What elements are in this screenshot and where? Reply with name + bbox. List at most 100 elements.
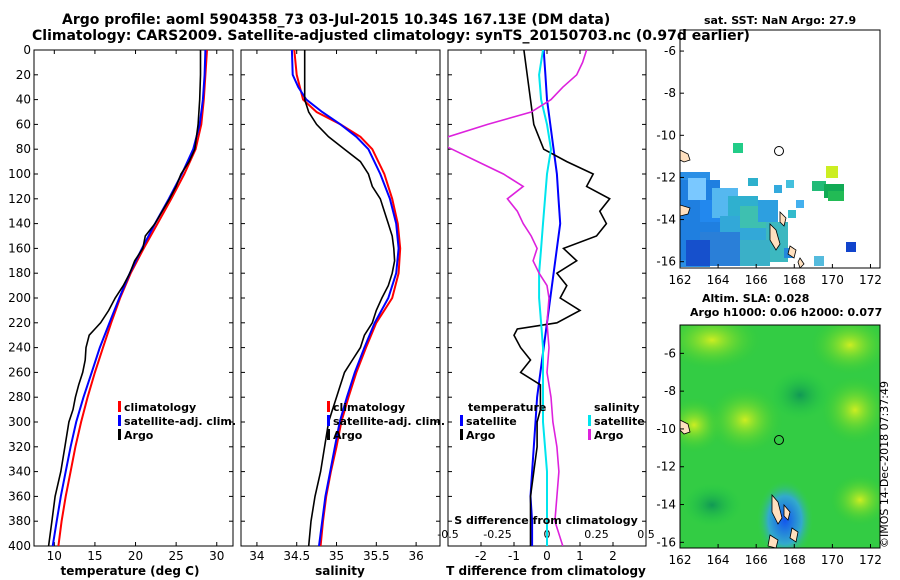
map-y-tick-label: -6 — [664, 346, 676, 360]
s-diff-tick-label: 0.5 — [637, 528, 655, 541]
depth-tick-label: 120 — [8, 192, 31, 206]
depth-tick-label: 160 — [8, 241, 31, 255]
sst-map-title: sat. SST: NaN Argo: 27.9 — [704, 14, 857, 27]
x-tick-label: 34 — [249, 549, 264, 563]
legend-swatch-argo — [327, 429, 330, 440]
depth-tick-label: 300 — [8, 415, 31, 429]
s-diff-tick-label: -0.25 — [483, 528, 511, 541]
x-tick-label: 25 — [169, 549, 184, 563]
legend-swatch-satellite — [327, 415, 330, 426]
map-y-tick-label: -12 — [656, 460, 676, 474]
map-y-tick-label: -14 — [656, 213, 676, 227]
depth-tick-label: 380 — [8, 514, 31, 528]
legend-swatch-s-satellite — [588, 415, 591, 426]
temperature-xlabel: temperature (deg C) — [61, 564, 200, 578]
map-y-tick-label: -6 — [664, 44, 676, 58]
legend-swatch-s-argo — [588, 429, 591, 440]
salinity-legend: climatology satellite-adj. clim. Argo — [327, 401, 445, 442]
temperature-legend: climatology satellite-adj. clim. Argo — [118, 401, 236, 442]
map-y-tick-label: -10 — [656, 128, 676, 142]
series-line-argo — [47, 50, 202, 546]
legend-s-argo: Argo — [594, 429, 624, 442]
series-line-temperature-satellite — [529, 50, 562, 546]
legend-t-satellite: satellite — [466, 415, 517, 428]
map-x-tick-label: 168 — [783, 273, 806, 287]
depth-tick-label: 200 — [8, 291, 31, 305]
x-tick-label: 36 — [408, 549, 423, 563]
legend-swatch-satellite — [118, 415, 121, 426]
legend-swatch-climatology — [118, 401, 121, 412]
depth-tick-label: 0 — [23, 43, 31, 57]
x-tick-label: 10 — [47, 549, 62, 563]
x-tick-label: -2 — [475, 549, 487, 563]
difference-series — [448, 50, 611, 546]
depth-tick-label: 100 — [8, 167, 31, 181]
sla-argo-marker — [774, 435, 784, 445]
difference-xlabel: T difference from climatology — [446, 564, 646, 578]
depth-axis: 0 20 40 60 80 100 120 140 160 180 200 220 240 260 280 3… — [8, 43, 646, 553]
difference-legend: temperature satellite Argo salinity sate… — [460, 401, 645, 442]
depth-tick-label: 360 — [8, 489, 31, 503]
map-x-tick-label: 164 — [707, 273, 730, 287]
legend-climatology: climatology — [124, 401, 196, 414]
depth-tick-label: 220 — [8, 316, 31, 330]
map-y-tick-label: -8 — [664, 86, 676, 100]
temperature-series — [47, 50, 208, 546]
map-x-tick-label: 162 — [669, 273, 692, 287]
map-x-tick-label: 172 — [859, 273, 882, 287]
map-x-tick-label: 168 — [783, 553, 806, 567]
map-y-tick-label: -14 — [656, 498, 676, 512]
temperature-panel-frame — [33, 49, 234, 547]
map-x-tick-label: 166 — [745, 273, 768, 287]
salinity-x-axis: 34 34.5 35 35.5 36 — [249, 50, 424, 563]
series-line-satellite-adj-clim- — [290, 50, 400, 546]
salinity-xlabel: salinity — [315, 564, 365, 578]
sst-map-axes: 162 164 166 168 170 172 -6 -8 -10 -12 -14 -16 — [656, 44, 882, 287]
x-tick-label: 1 — [576, 549, 584, 563]
x-tick-label: 0 — [543, 549, 551, 563]
legend-swatch-climatology — [327, 401, 330, 412]
depth-tick-label: 320 — [8, 440, 31, 454]
x-tick-label: 20 — [128, 549, 143, 563]
sla-map-axes: 162 164 166 168 170 172 -6 -8 -10 -12 -14 -16 — [656, 346, 882, 567]
depth-tick-label: 260 — [8, 365, 31, 379]
legend-salinity-title: salinity — [594, 401, 640, 414]
series-line-satellite-adj-clim- — [51, 50, 207, 546]
map-x-tick-label: 170 — [821, 273, 844, 287]
s-diff-tick-label: -0.5 — [437, 528, 458, 541]
map-y-tick-label: -16 — [656, 535, 676, 549]
x-tick-label: 2 — [609, 549, 617, 563]
x-tick-label: 35.5 — [363, 549, 390, 563]
legend-argo: Argo — [333, 429, 363, 442]
legend-swatch-t-argo — [460, 429, 463, 440]
title-line-2: Climatology: CARS2009. Satellite-adjuste… — [32, 28, 750, 44]
sla-map-frame — [679, 324, 881, 549]
x-tick-label: 34.5 — [283, 549, 310, 563]
depth-tick-label: 340 — [8, 465, 31, 479]
legend-satellite: satellite-adj. clim. — [333, 415, 445, 428]
map-x-tick-label: 170 — [821, 553, 844, 567]
series-line-climatology — [57, 50, 208, 546]
series-line-salinity-argo — [448, 50, 588, 546]
legend-satellite: satellite-adj. clim. — [124, 415, 236, 428]
depth-tick-label: 180 — [8, 266, 31, 280]
depth-tick-label: 20 — [16, 68, 31, 82]
imos-credit: ©IMOS 14-Dec-2018 07:37:49 — [878, 381, 891, 548]
sst-argo-marker — [774, 146, 784, 156]
map-x-tick-label: 166 — [745, 553, 768, 567]
legend-temperature-title: temperature — [468, 401, 546, 414]
x-tick-label: -1 — [508, 549, 520, 563]
map-x-tick-label: 172 — [859, 553, 882, 567]
map-y-tick-label: -8 — [664, 384, 676, 398]
sla-land — [680, 419, 799, 548]
sla-map — [680, 325, 880, 548]
depth-tick-label: 140 — [8, 217, 31, 231]
series-line-argo — [303, 50, 396, 546]
depth-tick-label: 240 — [8, 341, 31, 355]
series-line-climatology — [293, 50, 402, 546]
x-tick-label: 30 — [209, 549, 224, 563]
legend-swatch-argo — [118, 429, 121, 440]
map-x-tick-label: 162 — [669, 553, 692, 567]
depth-tick-label: 80 — [16, 142, 31, 156]
depth-tick-label: 40 — [16, 93, 31, 107]
